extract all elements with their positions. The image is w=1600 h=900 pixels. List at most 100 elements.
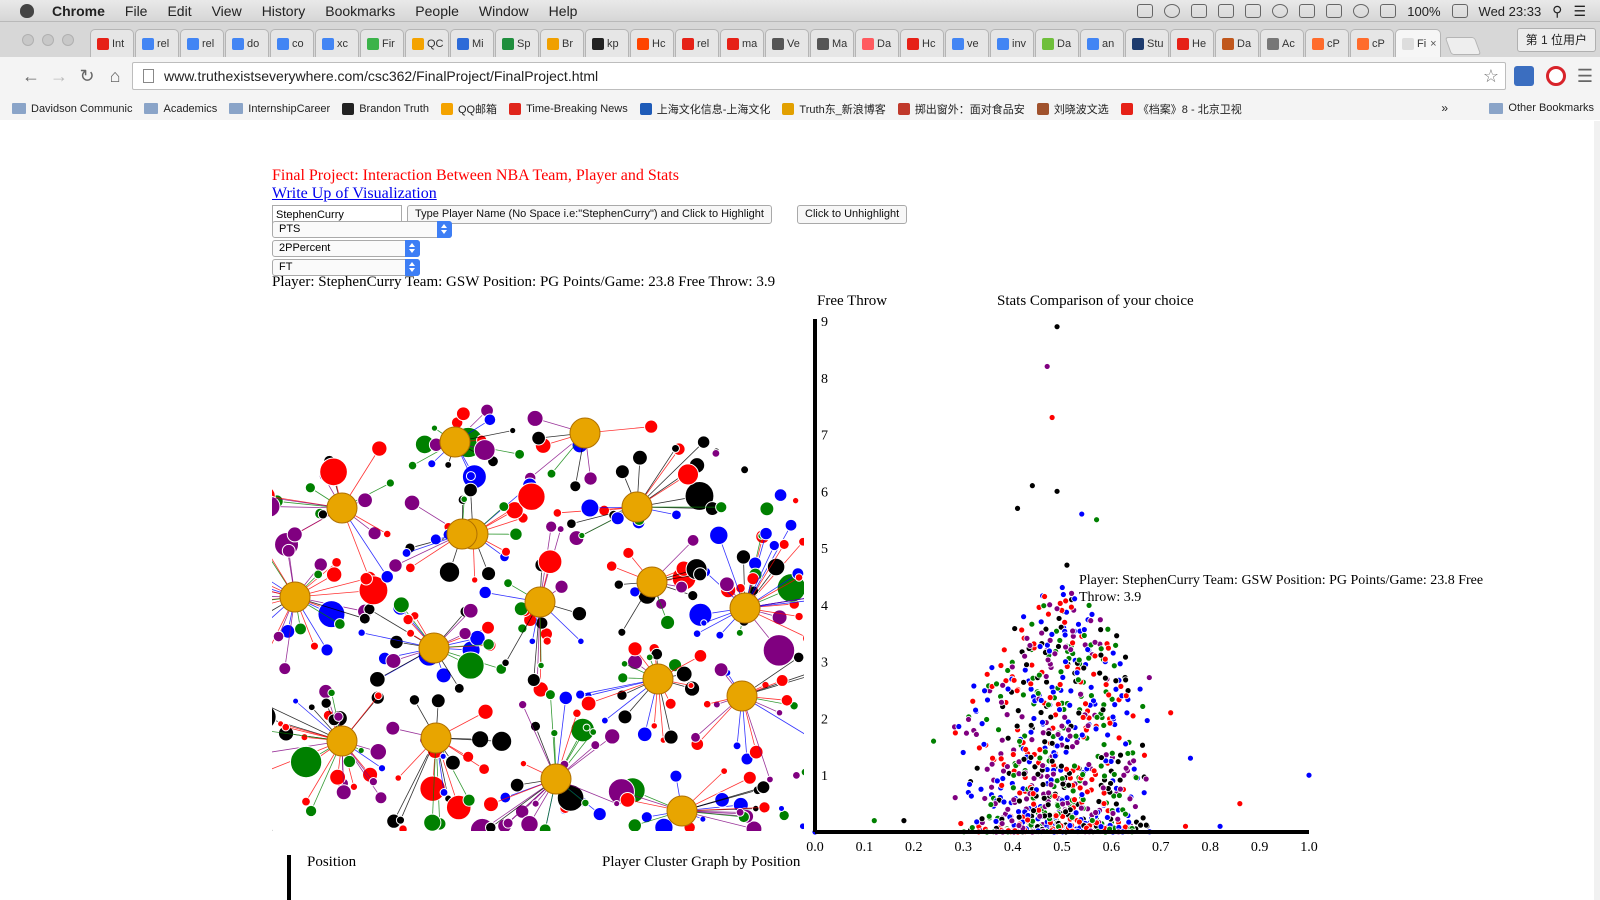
bookmark-item[interactable]: QQ邮箱	[440, 101, 497, 117]
clock[interactable]: Wed 23:33	[1478, 3, 1542, 19]
browser-tab[interactable]: Hc	[900, 29, 944, 57]
browser-tab[interactable]: cP	[1305, 29, 1349, 57]
url-text[interactable]: www.truthexistseverywhere.com/csc362/Fin…	[164, 68, 599, 84]
bookmark-item[interactable]: 上海文化信息-上海文化	[639, 101, 770, 117]
browser-tab[interactable]: kp	[585, 29, 629, 57]
scatter-point	[1047, 781, 1055, 789]
evernote-icon[interactable]	[1380, 4, 1397, 18]
menu-app-name[interactable]: Chrome	[52, 2, 105, 19]
back-icon[interactable]: ←	[22, 66, 40, 86]
menu-history[interactable]: History	[261, 2, 306, 19]
bookmark-item[interactable]: Davidson Communic	[12, 103, 132, 115]
browser-tab[interactable]: Stu	[1125, 29, 1169, 57]
site-favicon-icon	[639, 102, 652, 115]
menu-edit[interactable]: Edit	[167, 2, 192, 19]
adblock-icon[interactable]	[1546, 66, 1566, 86]
browser-tab[interactable]: inv	[990, 29, 1034, 57]
reload-icon[interactable]: ↻	[79, 66, 95, 86]
browser-tab[interactable]: rel	[135, 29, 179, 57]
volume-icon[interactable]	[1326, 4, 1343, 18]
home-icon[interactable]: ⌂	[109, 66, 121, 86]
browser-tab[interactable]: Mi	[450, 29, 494, 57]
bluetooth-icon[interactable]	[1299, 4, 1316, 18]
airplay-icon[interactable]	[1218, 4, 1235, 18]
menu-view[interactable]: View	[211, 2, 242, 19]
browser-tab[interactable]: an	[1080, 29, 1124, 57]
apple-icon[interactable]	[20, 3, 34, 18]
browser-tab[interactable]: ma	[720, 29, 764, 57]
wifi-icon[interactable]	[1353, 4, 1370, 18]
browser-tab[interactable]: xc	[315, 29, 359, 57]
profile-button[interactable]: 第 1 位用户	[1516, 28, 1596, 52]
bookmark-star-icon[interactable]: ☆	[1482, 66, 1499, 86]
scatter-point	[1067, 687, 1075, 695]
zoom-window-icon[interactable]	[62, 34, 74, 46]
unhighlight-button[interactable]: Click to Unhighlight	[797, 205, 908, 224]
browser-tab[interactable]: Int	[90, 29, 134, 57]
bookmark-item[interactable]: Academics	[144, 103, 217, 115]
forward-icon[interactable]: →	[50, 66, 68, 86]
browser-tab[interactable]: rel	[675, 29, 719, 57]
browser-tab[interactable]: Fi ×	[1395, 29, 1441, 57]
bookmark-item[interactable]: InternshipCareer	[229, 103, 330, 115]
bookmarks-more-icon[interactable]: »	[1441, 101, 1448, 115]
browser-tab[interactable]: Br	[540, 29, 584, 57]
browser-tab[interactable]: Ve	[765, 29, 809, 57]
browser-tab[interactable]: rel	[180, 29, 224, 57]
menu-window[interactable]: Window	[478, 2, 529, 19]
y-stat-select[interactable]: FT	[272, 259, 420, 276]
bookmark-item[interactable]: 刘晓波文选	[1036, 101, 1109, 117]
highlight-button[interactable]: Type Player Name (No Space i.e:"StephenC…	[407, 205, 772, 224]
browser-tab[interactable]: Da	[1035, 29, 1079, 57]
browser-tab[interactable]: Ac	[1260, 29, 1304, 57]
browser-tab[interactable]: Sp	[495, 29, 539, 57]
browser-tab[interactable]: ve	[945, 29, 989, 57]
x-tick-label: 0.3	[954, 840, 972, 855]
menu-people[interactable]: People	[415, 2, 459, 19]
player-node	[117, 769, 129, 781]
chrome-menu-icon[interactable]: ☰	[1576, 66, 1594, 86]
new-tab-button[interactable]	[1444, 37, 1482, 55]
bookmark-item[interactable]: 掷出窗外：面对食品安	[897, 101, 1025, 117]
browser-tab[interactable]: QC	[405, 29, 449, 57]
browser-tab[interactable]: cP	[1350, 29, 1394, 57]
browser-tab[interactable]: Ma	[810, 29, 854, 57]
bookmark-item[interactable]: 《档案》8 - 北京卫视	[1120, 101, 1242, 117]
browser-tab[interactable]: Fir	[360, 29, 404, 57]
scatter-point	[1167, 709, 1175, 717]
browser-tab[interactable]: co	[270, 29, 314, 57]
bookmark-item[interactable]: Brandon Truth	[342, 102, 429, 115]
menu-bookmarks[interactable]: Bookmarks	[325, 2, 396, 19]
scatter-point	[1090, 767, 1098, 775]
time-machine-icon[interactable]	[1272, 4, 1289, 18]
browser-tab[interactable]: Da	[855, 29, 899, 57]
other-bookmarks[interactable]: Other Bookmarks	[1489, 102, 1594, 114]
player-node	[775, 709, 784, 717]
address-bar[interactable]: www.truthexistseverywhere.com/csc362/Fin…	[132, 62, 1506, 90]
browser-tab[interactable]: He	[1170, 29, 1214, 57]
bookmark-item[interactable]: Time-Breaking News	[509, 102, 628, 115]
battery-icon[interactable]	[1451, 4, 1468, 18]
page-scrollbar[interactable]	[1594, 121, 1600, 900]
notification-center-icon[interactable]: ☰	[1573, 2, 1586, 19]
sync-icon[interactable]	[1164, 4, 1181, 18]
menu-file[interactable]: File	[124, 2, 148, 19]
close-window-icon[interactable]	[22, 34, 34, 46]
bookmark-item[interactable]: Truth东_新浪博客	[782, 101, 886, 117]
shield-icon[interactable]	[1191, 4, 1208, 18]
browser-tab[interactable]: Hc	[630, 29, 674, 57]
minimize-window-icon[interactable]	[42, 34, 54, 46]
dropbox-icon[interactable]	[1137, 4, 1154, 18]
keyboard-icon[interactable]	[1245, 4, 1262, 18]
extension-icon[interactable]	[1514, 66, 1534, 86]
player-node	[780, 694, 794, 707]
browser-tab[interactable]: do	[225, 29, 269, 57]
close-tab-icon[interactable]: ×	[1430, 37, 1437, 50]
menu-help[interactable]: Help	[548, 2, 578, 19]
cluster-stat-select[interactable]: PTS	[272, 221, 452, 238]
x-stat-select[interactable]: 2PPercent	[272, 240, 420, 257]
browser-tab[interactable]: Da	[1215, 29, 1259, 57]
player-node	[882, 641, 889, 648]
writeup-link[interactable]: Write Up of Visualization	[272, 185, 437, 202]
spotlight-icon[interactable]: ⚲	[1552, 2, 1563, 19]
